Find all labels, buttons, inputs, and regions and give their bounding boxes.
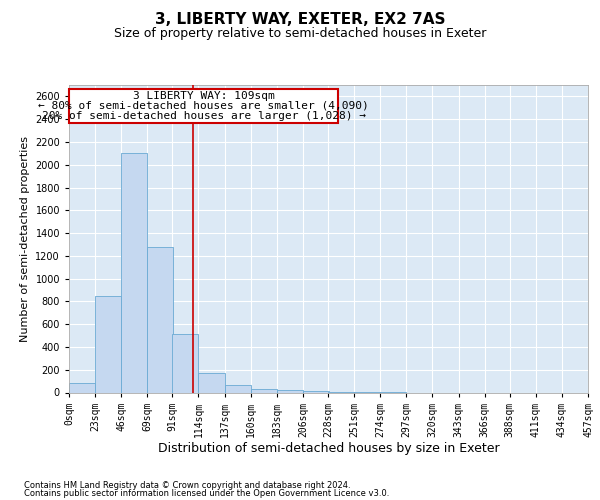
Bar [148,246,173,392]
Bar [95,296,121,392]
Bar [172,334,199,392]
Bar [121,154,148,392]
Bar [69,384,95,392]
Y-axis label: Number of semi-detached properties: Number of semi-detached properties [20,136,29,342]
Bar [251,388,277,392]
Text: 3, LIBERTY WAY, EXETER, EX2 7AS: 3, LIBERTY WAY, EXETER, EX2 7AS [155,12,445,28]
Text: Contains HM Land Registry data © Crown copyright and database right 2024.: Contains HM Land Registry data © Crown c… [24,480,350,490]
Text: 3 LIBERTY WAY: 109sqm: 3 LIBERTY WAY: 109sqm [133,90,274,101]
Bar [277,390,303,392]
Text: Size of property relative to semi-detached houses in Exeter: Size of property relative to semi-detach… [114,28,486,40]
Text: Contains public sector information licensed under the Open Government Licence v3: Contains public sector information licen… [24,489,389,498]
Text: ← 80% of semi-detached houses are smaller (4,090): ← 80% of semi-detached houses are smalle… [38,101,369,111]
X-axis label: Distribution of semi-detached houses by size in Exeter: Distribution of semi-detached houses by … [158,442,499,456]
Text: 20% of semi-detached houses are larger (1,028) →: 20% of semi-detached houses are larger (… [41,111,365,121]
Bar [224,384,251,392]
Bar [199,373,224,392]
Bar [303,391,329,392]
FancyBboxPatch shape [69,89,338,122]
